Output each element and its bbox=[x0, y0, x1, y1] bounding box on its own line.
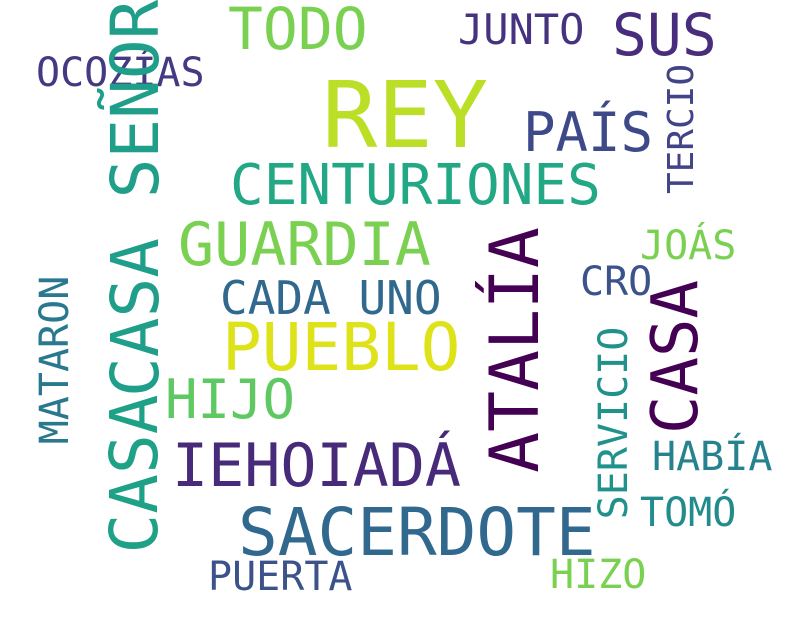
word-rey: REY bbox=[322, 62, 489, 169]
word-pais: PAÍS bbox=[523, 101, 654, 164]
word-hijo: HIJO bbox=[165, 368, 296, 431]
word-casa-right: CASA bbox=[639, 279, 713, 435]
word-sacerdote: SACERDOTE bbox=[238, 494, 596, 571]
word-pueblo: PUEBLO bbox=[222, 309, 461, 386]
word-junto: JUNTO bbox=[458, 5, 585, 54]
word-mataron: MATARON bbox=[32, 275, 78, 445]
word-cro: CRO bbox=[580, 259, 653, 305]
word-ocozias: OCOZÍAS bbox=[36, 50, 205, 96]
word-sus: SUS bbox=[612, 1, 717, 69]
word-guardia: GUARDIA bbox=[178, 210, 431, 280]
word-habia: HABÍA bbox=[652, 434, 773, 480]
word-tomo: TOMÓ bbox=[640, 490, 737, 536]
word-todo: TODO bbox=[228, 0, 368, 63]
word-iehoiada: IEHOIADÁ bbox=[172, 431, 461, 501]
word-puerta: PUERTA bbox=[208, 554, 353, 600]
word-atalia: ATALÍA bbox=[476, 227, 555, 473]
word-servicio: SERVICIO bbox=[591, 326, 637, 520]
word-casa-left: CASA bbox=[96, 394, 173, 554]
word-cloud: REY TODO JUNTO SUS OCOZÍAS PAÍS CENTURIO… bbox=[32, 0, 773, 600]
word-hizo: HIZO bbox=[550, 552, 647, 598]
word-cada-uno: CADA UNO bbox=[220, 271, 442, 325]
word-centuriones: CENTURIONES bbox=[230, 153, 601, 218]
word-joas: JOÁS bbox=[640, 223, 737, 269]
